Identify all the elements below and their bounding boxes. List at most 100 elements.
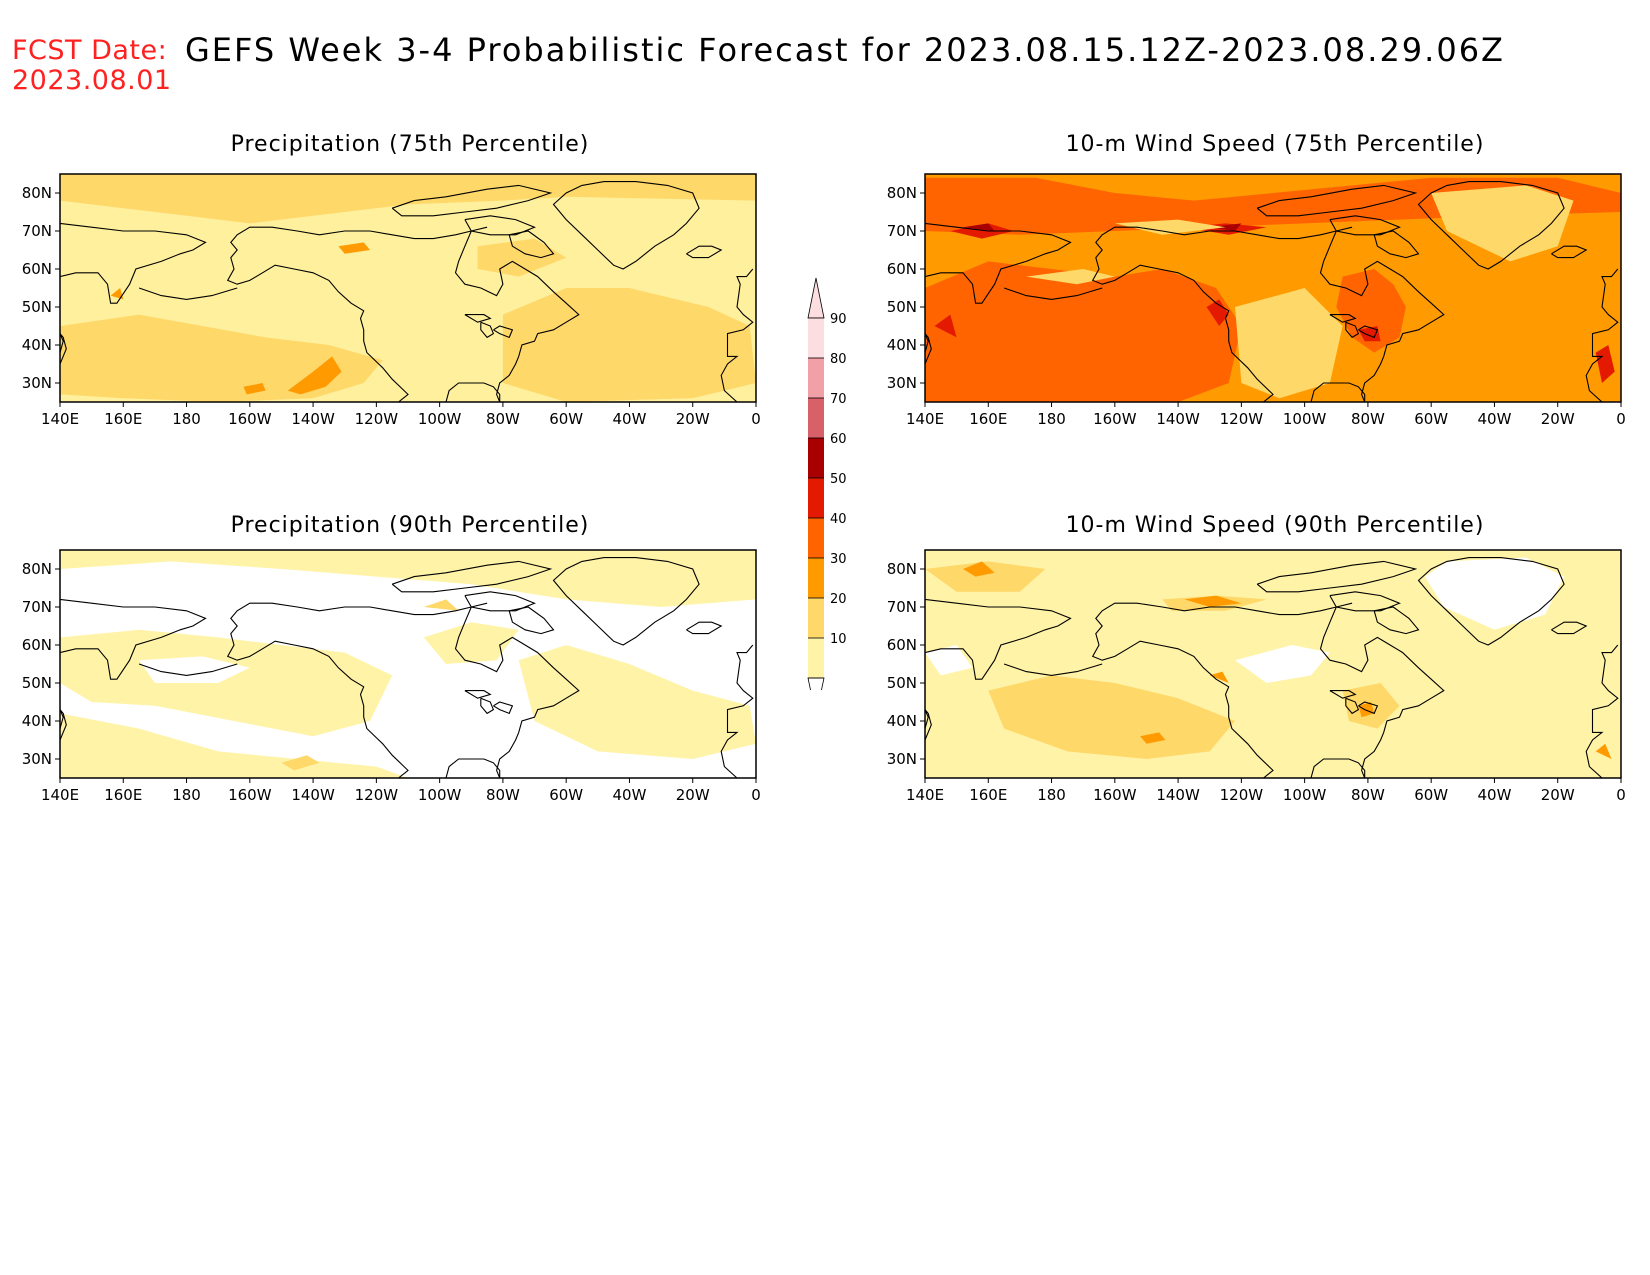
shading-layer (925, 177, 1621, 402)
wind-90-map: 140E 160E 180 160W 140W 120W 100W 80W 60W 40W 20W 0… (887, 549, 1626, 804)
coastline (1373, 606, 1420, 635)
colorbar-label: 20 (830, 592, 847, 607)
colorbar-swatch (808, 518, 824, 558)
lon-tick-label: 140W (291, 410, 335, 428)
shaded-region (950, 223, 1014, 239)
shaded-region (1209, 223, 1242, 231)
coastline (454, 230, 580, 402)
shaded-region (281, 755, 320, 771)
coastline (1551, 245, 1588, 259)
lon-tick-label: 40W (612, 410, 646, 428)
lon-tick-label: 60W (549, 410, 583, 428)
lon-tick-label: 0 (1616, 786, 1626, 804)
coastline (1373, 230, 1420, 259)
shaded-region (1184, 595, 1242, 607)
coastline (1329, 591, 1401, 612)
shaded-region (243, 383, 266, 395)
colorbar-bottom-arrow (807, 677, 825, 690)
lon-tick-label: 60W (1414, 786, 1448, 804)
lat-tick-label: 80N (22, 184, 52, 202)
coastline (1256, 560, 1418, 593)
lon-tick-label: 140E (41, 410, 79, 428)
shaded-region (988, 675, 1235, 759)
coastline (493, 701, 514, 715)
lon-tick-label: 60W (1414, 410, 1448, 428)
coastlines (60, 181, 754, 402)
lon-tick-label: 80W (1351, 786, 1385, 804)
lon-tick-label: 180 (1037, 410, 1066, 428)
coastline (686, 621, 723, 635)
lon-tick-label: 160E (104, 410, 142, 428)
coastline (1310, 382, 1366, 402)
panel-title-precip75: Precipitation (75th Percentile) (230, 132, 590, 157)
lon-tick-label: 0 (1616, 410, 1626, 428)
coastline (552, 181, 700, 270)
map-frame (924, 549, 1622, 779)
coastline (1345, 697, 1360, 715)
coastline (1585, 268, 1619, 402)
coastline (1256, 184, 1418, 217)
shading-layer (60, 174, 756, 402)
coastline (480, 697, 495, 715)
lat-tick-label: 40N (22, 712, 52, 730)
shaded-region (60, 629, 393, 737)
lat-tick-label: 50N (887, 298, 917, 316)
colorbar-swatch (808, 358, 824, 398)
lon-tick-label: 80W (486, 410, 520, 428)
lon-tick-label: 160W (1093, 786, 1137, 804)
lat-tick-label: 70N (22, 222, 52, 240)
shaded-region (934, 314, 957, 338)
coastline (1319, 606, 1445, 778)
coastline (1319, 230, 1445, 402)
coastline (454, 606, 580, 778)
shaded-region (1358, 326, 1381, 342)
lon-tick-label: 120W (355, 410, 399, 428)
coastline (552, 557, 700, 646)
main-title: GEFS Week 3-4 Probabilistic Forecast for… (185, 31, 1505, 69)
coastlines (925, 181, 1619, 402)
lon-tick-label: 120W (355, 786, 399, 804)
coastline (60, 709, 67, 741)
coastline (508, 230, 555, 259)
coastline (1310, 758, 1366, 778)
coastline (226, 226, 488, 402)
lat-tick-label: 30N (22, 374, 52, 392)
lon-tick-label: 20W (676, 786, 710, 804)
shaded-region (1424, 557, 1565, 630)
lon-tick-label: 140W (291, 786, 335, 804)
coastline (60, 598, 207, 680)
lon-tick-label: 140E (906, 786, 944, 804)
coastline (720, 268, 754, 402)
lon-tick-label: 80W (486, 786, 520, 804)
lon-tick-label: 160E (969, 410, 1007, 428)
precip-90-map: 140E 160E 180 160W 140W 120W 100W 80W 60W 40W 20W 0… (22, 549, 761, 804)
panel-title-precip90: Precipitation (90th Percentile) (230, 513, 590, 538)
shaded-region (139, 656, 250, 683)
map-frame (59, 173, 757, 403)
colorbar-label: 70 (830, 392, 847, 407)
lon-tick-label: 160W (1093, 410, 1137, 428)
shaded-region (925, 561, 1046, 592)
coastline (508, 606, 555, 635)
coastline (925, 709, 932, 741)
colorbar-label: 40 (830, 512, 847, 527)
lon-tick-label: 160E (104, 786, 142, 804)
coastline (138, 663, 238, 676)
lon-tick-label: 60W (549, 786, 583, 804)
lat-tick-label: 30N (887, 750, 917, 768)
coastline (391, 184, 553, 217)
coastline (1329, 690, 1357, 699)
lon-tick-label: 100W (1283, 410, 1327, 428)
lon-tick-label: 140E (906, 410, 944, 428)
lat-tick-label: 40N (22, 336, 52, 354)
coastline (1358, 325, 1379, 339)
lon-tick-label: 180 (1037, 786, 1066, 804)
lon-tick-label: 20W (676, 410, 710, 428)
coastline (60, 222, 207, 304)
lon-tick-label: 20W (1541, 410, 1575, 428)
coastline (445, 382, 501, 402)
colorbar-swatch (808, 398, 824, 438)
shaded-region (1114, 219, 1226, 235)
shaded-region (963, 561, 995, 577)
lon-tick-label: 120W (1220, 410, 1264, 428)
